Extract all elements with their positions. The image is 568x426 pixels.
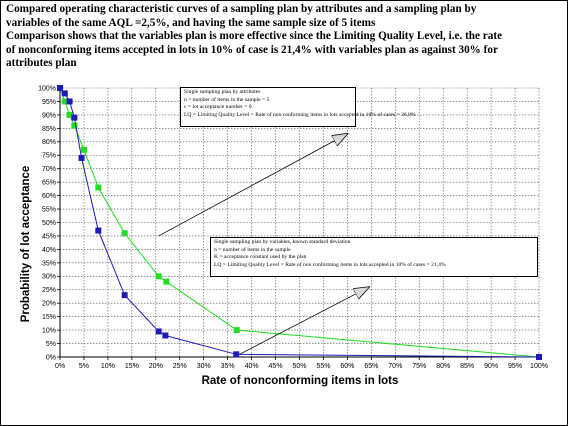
y-tick-label: 95% bbox=[42, 99, 56, 106]
x-tick-label: 40% bbox=[245, 363, 259, 370]
x-tick-label: 10% bbox=[101, 363, 115, 370]
variables-data-point bbox=[71, 114, 78, 121]
y-tick-label: 60% bbox=[42, 193, 56, 200]
attributes-data-point bbox=[61, 98, 68, 105]
x-tick-label: 60% bbox=[340, 363, 354, 370]
variables-data-point bbox=[233, 351, 240, 358]
y-tick-label: 25% bbox=[42, 287, 56, 294]
y-tick-label: 20% bbox=[42, 301, 56, 308]
variables-box-line: n = number of items in the sample bbox=[214, 246, 291, 253]
variables-data-point bbox=[78, 154, 85, 161]
variables-box-line: LQ = Limiting Quality Level = Rate of no… bbox=[214, 261, 446, 268]
variables-data-point bbox=[155, 328, 162, 335]
y-tick-label: 30% bbox=[42, 274, 56, 281]
variables-data-point bbox=[162, 332, 169, 339]
y-tick-label: 85% bbox=[42, 126, 56, 133]
x-tick-label: 85% bbox=[460, 363, 474, 370]
x-tick-label: 30% bbox=[197, 363, 211, 370]
x-tick-label: 75% bbox=[412, 363, 426, 370]
attributes-box-line: n = number of items in the sample = 5 bbox=[184, 96, 270, 103]
y-tick-label: 75% bbox=[42, 153, 56, 160]
y-axis-label: Probability of lot acceptance bbox=[20, 165, 32, 323]
y-tick-label: 40% bbox=[42, 247, 56, 254]
x-tick-label: 5% bbox=[79, 363, 89, 370]
variables-data-point bbox=[66, 98, 73, 105]
header-line: variables of the same AQL =2,5%, and hav… bbox=[6, 16, 376, 29]
x-tick-label: 70% bbox=[388, 363, 402, 370]
x-axis-label: Rate of nonconforming items in lots bbox=[201, 375, 399, 387]
x-tick-label: 15% bbox=[125, 363, 139, 370]
y-tick-label: 0% bbox=[46, 354, 56, 361]
x-tick-label: 45% bbox=[269, 363, 283, 370]
y-tick-label: 45% bbox=[42, 233, 56, 240]
variables-data-point bbox=[536, 354, 542, 360]
variables-plan-box: Single sampling plan by variables, known… bbox=[210, 237, 538, 277]
y-tick-label: 80% bbox=[42, 139, 56, 146]
attributes-data-point bbox=[95, 184, 102, 191]
attributes-data-point bbox=[66, 111, 73, 118]
x-tick-label: 55% bbox=[316, 363, 330, 370]
x-tick-label: 0% bbox=[55, 363, 65, 370]
attributes-lq-arrow bbox=[158, 134, 348, 237]
header-line: of nonconforming items accepted in lots … bbox=[6, 43, 498, 56]
variables-box-line: Single sampling plan by variables, known… bbox=[214, 239, 351, 245]
y-tick-label: 35% bbox=[42, 260, 56, 267]
header-line: Compared operating characteristic curves… bbox=[6, 3, 477, 15]
attributes-box-line: LQ = Limiting Quality Level = Rate of no… bbox=[184, 111, 416, 118]
y-tick-label: 55% bbox=[42, 206, 56, 213]
variables-data-point bbox=[121, 292, 128, 299]
x-tick-label: 25% bbox=[173, 363, 187, 370]
y-tick-label: 90% bbox=[42, 112, 56, 119]
x-tick-label: 90% bbox=[484, 363, 498, 370]
y-tick-label: 5% bbox=[46, 341, 56, 348]
x-tick-label: 50% bbox=[292, 363, 306, 370]
y-tick-label: 100% bbox=[38, 85, 56, 92]
attributes-box-line: Single sampling plan by attributes bbox=[184, 89, 261, 95]
x-tick-label: 100% bbox=[530, 363, 548, 370]
y-tick-label: 15% bbox=[42, 314, 56, 321]
y-tick-label: 70% bbox=[42, 166, 56, 173]
x-tick-label: 95% bbox=[508, 363, 522, 370]
attributes-data-point bbox=[155, 273, 162, 280]
attributes-data-point bbox=[163, 278, 170, 285]
attributes-data-point bbox=[80, 146, 87, 153]
chart-header: Compared operating characteristic curves… bbox=[6, 3, 562, 71]
variables-lq-arrow bbox=[239, 287, 369, 355]
header-line: Comparison shows that the variables plan… bbox=[6, 30, 503, 43]
x-tick-label: 65% bbox=[364, 363, 378, 370]
attributes-data-point bbox=[71, 122, 78, 129]
y-tick-label: 10% bbox=[42, 328, 56, 335]
x-tick-label: 80% bbox=[436, 363, 450, 370]
variables-data-point bbox=[57, 85, 63, 91]
attributes-box-line: c = lot acceptance number = 0 bbox=[184, 104, 252, 111]
attributes-data-point bbox=[121, 230, 128, 237]
variables-data-point bbox=[61, 90, 68, 97]
x-tick-label: 35% bbox=[221, 363, 235, 370]
y-tick-label: 65% bbox=[42, 180, 56, 187]
y-tick-label: 50% bbox=[42, 220, 56, 227]
header-line: attributes plan bbox=[6, 57, 77, 70]
variables-data-point bbox=[95, 227, 102, 234]
attributes-data-point bbox=[233, 327, 240, 334]
x-tick-label: 20% bbox=[149, 363, 163, 370]
variables-box-line: K = acceptance constant used by the plan bbox=[214, 254, 307, 261]
attributes-plan-box: Single sampling plan by attributes n = n… bbox=[180, 87, 416, 127]
